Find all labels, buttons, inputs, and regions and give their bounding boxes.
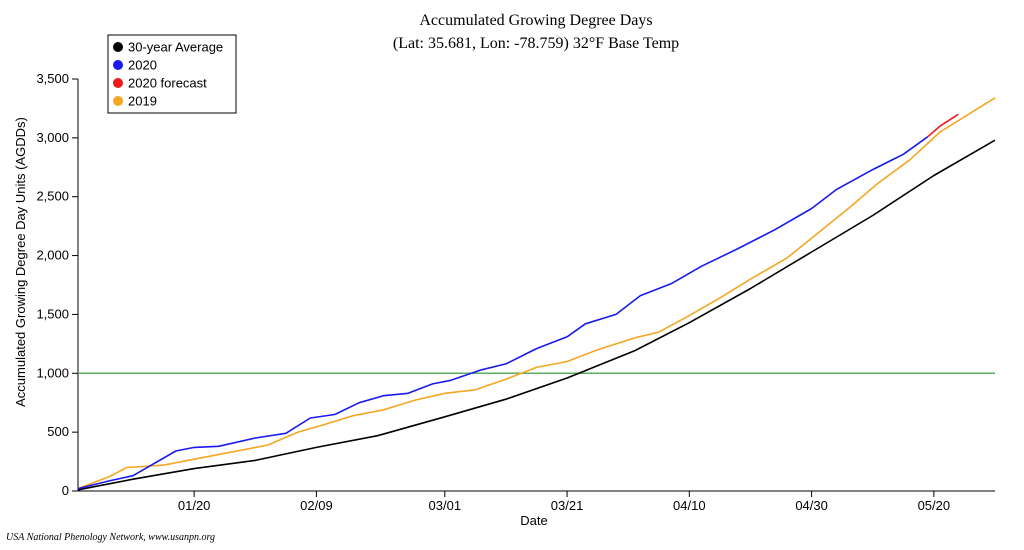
y-tick-label: 0	[62, 483, 69, 498]
credit-text: USA National Phenology Network, www.usan…	[6, 532, 215, 543]
y-tick-label: 3,500	[36, 71, 69, 86]
series-layer	[77, 97, 996, 491]
y-axis: 0 500 1,000 1,500 2,000 2,500 3,000 3,500	[36, 71, 78, 498]
legend-label: 30-year Average	[128, 40, 223, 55]
legend-label: 2020 forecast	[128, 76, 207, 91]
x-tick-label: 05/20	[918, 498, 951, 513]
chart-subtitle: (Lat: 35.681, Lon: -78.759) 32°F Base Te…	[393, 35, 679, 52]
x-axis-label: Date	[520, 513, 547, 528]
legend: 30-year Average 2020 2020 forecast 2019	[107, 34, 237, 114]
y-tick-label: 1,500	[36, 306, 69, 321]
legend-swatch	[113, 96, 123, 106]
x-axis: 01/20 02/09 03/01 03/21 04/10 04/30 05/20	[178, 491, 950, 513]
series-line-2019	[77, 97, 996, 490]
x-tick-label: 02/09	[300, 498, 333, 513]
chart-title: Accumulated Growing Degree Days	[419, 12, 652, 29]
series-line-2020	[77, 136, 929, 490]
x-tick-label: 03/01	[429, 498, 462, 513]
y-tick-label: 500	[47, 424, 69, 439]
x-tick-label: 04/30	[795, 498, 828, 513]
y-tick-label: 2,500	[36, 189, 69, 204]
y-tick-label: 2,000	[36, 248, 69, 263]
series-line-30-year-average	[77, 139, 996, 491]
plot-area	[77, 79, 995, 492]
x-tick-label: 04/10	[673, 498, 706, 513]
x-tick-label: 03/21	[551, 498, 584, 513]
legend-label: 2020	[128, 58, 157, 73]
y-axis-label: Accumulated Growing Degree Day Units (AG…	[13, 117, 28, 407]
x-tick-label: 01/20	[178, 498, 211, 513]
legend-swatch	[113, 78, 123, 88]
series-line-2020-forecast	[927, 113, 959, 138]
y-tick-label: 1,000	[36, 365, 69, 380]
legend-swatch	[113, 60, 123, 70]
legend-swatch	[113, 42, 123, 52]
y-tick-label: 3,000	[36, 130, 69, 145]
legend-label: 2019	[128, 94, 157, 109]
legend-box	[107, 34, 237, 114]
